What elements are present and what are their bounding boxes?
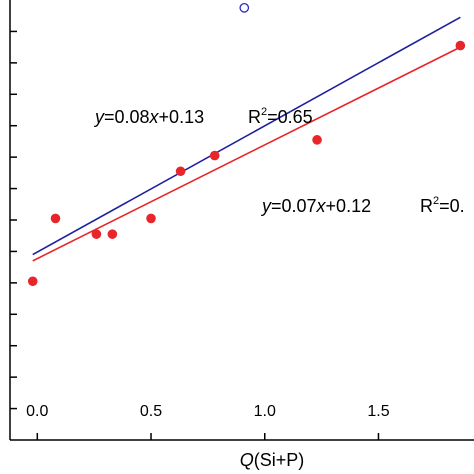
data-point bbox=[146, 213, 156, 224]
data-point bbox=[175, 166, 186, 177]
fit-line-blue bbox=[32, 16, 461, 256]
equation-label-red: y=0.07x+0.12 bbox=[260, 196, 371, 216]
x-tick-label: 0.0 bbox=[26, 403, 48, 420]
data-points bbox=[27, 3, 466, 287]
data-point bbox=[91, 229, 102, 239]
x-axis-title: Q(Si+P) bbox=[240, 450, 305, 470]
outlier-point bbox=[239, 3, 250, 13]
equation-label-blue: y=0.08x+0.13 bbox=[93, 107, 204, 127]
data-point bbox=[27, 276, 38, 287]
x-tick-label: 0.5 bbox=[140, 403, 162, 420]
data-point bbox=[50, 213, 61, 224]
x-tick-label: 1.5 bbox=[367, 403, 389, 420]
r2-label-blue: R2=0.65 bbox=[248, 106, 313, 127]
data-point bbox=[209, 150, 220, 161]
y-ticks bbox=[10, 30, 17, 410]
fit-lines bbox=[32, 16, 461, 262]
data-point bbox=[312, 135, 322, 145]
axes bbox=[9, 0, 474, 441]
x-ticks: 0.0 0.5 1.0 1.5 bbox=[26, 403, 390, 440]
fit-line-red bbox=[32, 46, 461, 262]
data-point bbox=[455, 40, 466, 51]
r2-label-red: R2=0. bbox=[420, 195, 465, 216]
data-point bbox=[107, 229, 118, 239]
x-tick-label: 1.0 bbox=[254, 403, 276, 420]
